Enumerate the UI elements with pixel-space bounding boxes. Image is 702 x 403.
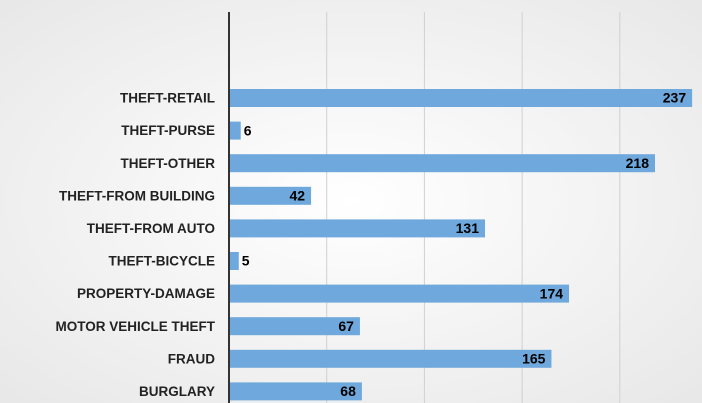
bar: [229, 317, 360, 336]
value-label: 5: [242, 253, 250, 269]
bar: [229, 349, 552, 368]
bar: [229, 219, 485, 238]
y-tick-label: THEFT-PURSE: [121, 123, 215, 138]
y-tick-label: BURGLARY: [139, 384, 215, 399]
y-tick-label: THEFT-FROM AUTO: [87, 221, 215, 236]
y-tick-label: MOTOR VEHICLE THEFT: [55, 319, 215, 334]
y-tick-label: FRAUD: [168, 351, 215, 366]
bar: [229, 121, 241, 140]
value-label: 6: [244, 122, 252, 138]
bar: [229, 252, 239, 270]
y-tick-label: THEFT-OTHER: [121, 156, 216, 171]
bar: [229, 186, 312, 205]
value-label: 237: [663, 90, 687, 106]
y-tick-label: THEFT-BICYCLE: [109, 254, 216, 269]
y-tick-label: PROPERTY-DAMAGE: [77, 286, 215, 301]
value-label: 42: [289, 188, 305, 204]
value-label: 165: [522, 351, 546, 367]
bar: [229, 284, 570, 303]
value-label: 67: [338, 318, 354, 334]
bar: [229, 154, 656, 173]
value-label: 174: [540, 285, 564, 301]
y-tick-label: THEFT-FROM BUILDING: [59, 188, 215, 203]
bar: [229, 89, 693, 107]
value-label: 131: [456, 220, 480, 236]
value-label: 68: [340, 383, 356, 399]
value-label: 218: [626, 155, 650, 171]
y-tick-label: THEFT-RETAIL: [120, 91, 215, 106]
bar: [229, 382, 362, 401]
